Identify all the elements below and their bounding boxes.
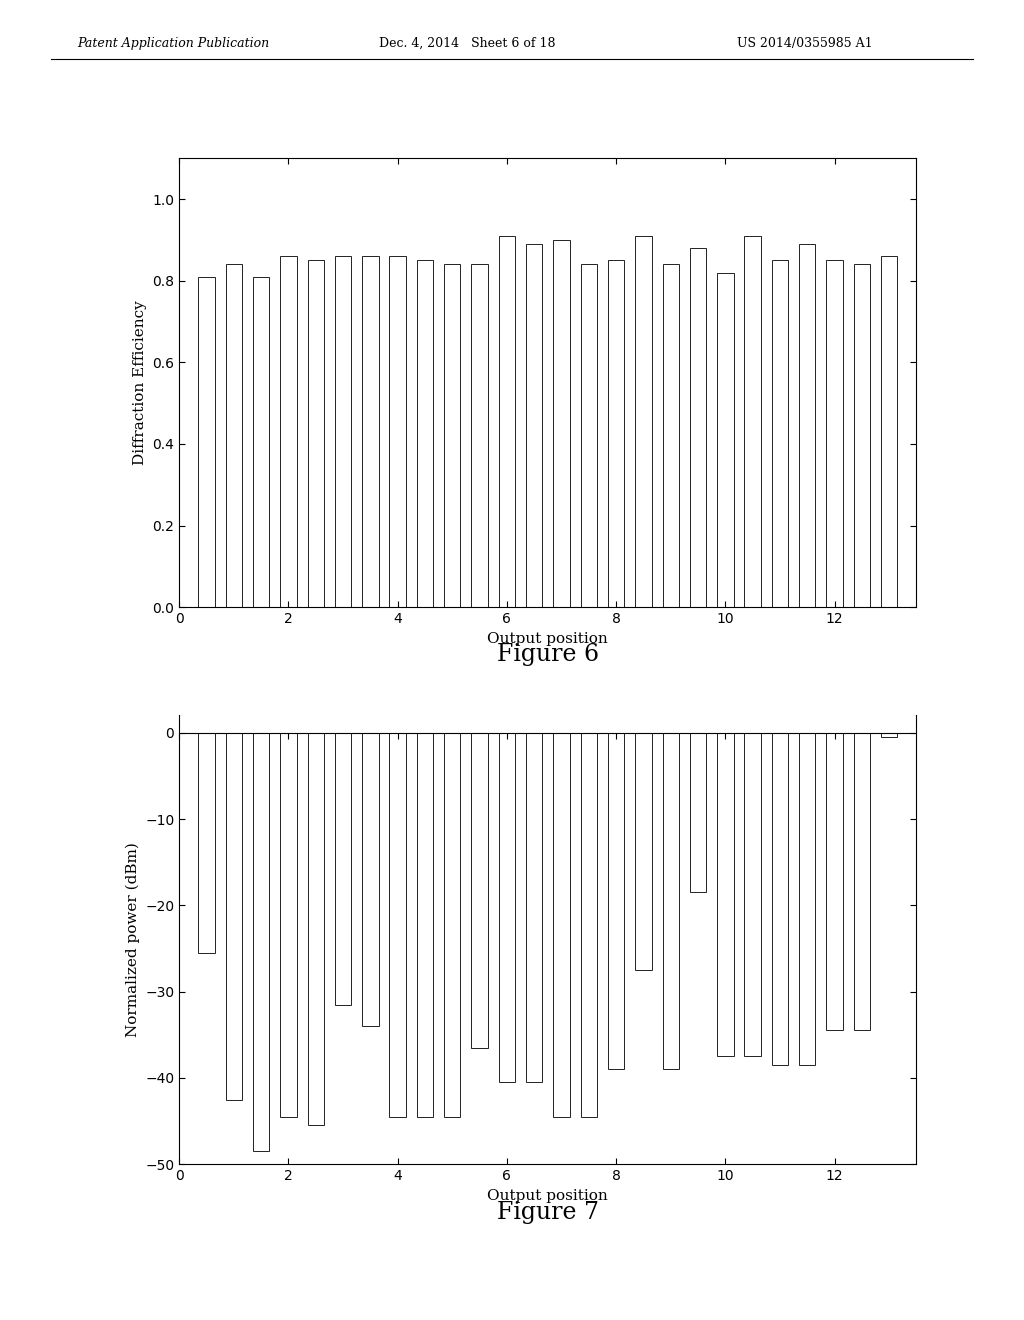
Bar [690, 733, 707, 892]
Text: Figure 6: Figure 6 [497, 643, 599, 665]
Bar [281, 256, 297, 607]
Bar [663, 733, 679, 1069]
Text: Dec. 4, 2014   Sheet 6 of 18: Dec. 4, 2014 Sheet 6 of 18 [379, 37, 555, 50]
Bar [772, 260, 788, 607]
Bar [608, 733, 625, 1069]
Bar [635, 236, 651, 607]
Bar [799, 244, 815, 607]
Bar [417, 260, 433, 607]
Bar [799, 733, 815, 1065]
Bar [307, 260, 324, 607]
Bar [881, 733, 897, 737]
Bar [526, 244, 543, 607]
Bar [526, 733, 543, 1082]
Bar [253, 733, 269, 1151]
Bar [553, 240, 569, 607]
Bar [854, 264, 870, 607]
Text: US 2014/0355985 A1: US 2014/0355985 A1 [737, 37, 872, 50]
Bar [335, 733, 351, 1005]
Bar [471, 733, 487, 1048]
Bar [581, 733, 597, 1117]
Bar [335, 256, 351, 607]
Bar [417, 733, 433, 1117]
Bar [826, 733, 843, 1031]
Text: Patent Application Publication: Patent Application Publication [77, 37, 269, 50]
Bar [225, 733, 242, 1100]
Bar [362, 733, 379, 1026]
Bar [499, 733, 515, 1082]
Bar [253, 277, 269, 607]
Bar [854, 733, 870, 1031]
X-axis label: Output position: Output position [487, 631, 608, 645]
Y-axis label: Diffraction Efficiency: Diffraction Efficiency [133, 301, 146, 465]
Bar [281, 733, 297, 1117]
Bar [744, 236, 761, 607]
Bar [635, 733, 651, 970]
Bar [581, 264, 597, 607]
Bar [744, 733, 761, 1056]
X-axis label: Output position: Output position [487, 1188, 608, 1203]
Bar [717, 733, 733, 1056]
Bar [881, 256, 897, 607]
Bar [499, 236, 515, 607]
Bar [199, 277, 215, 607]
Bar [389, 256, 406, 607]
Bar [772, 733, 788, 1065]
Bar [608, 260, 625, 607]
Bar [690, 248, 707, 607]
Bar [444, 264, 461, 607]
Bar [826, 260, 843, 607]
Text: Figure 7: Figure 7 [497, 1201, 599, 1224]
Bar [225, 264, 242, 607]
Bar [471, 264, 487, 607]
Bar [199, 733, 215, 953]
Bar [717, 273, 733, 607]
Bar [444, 733, 461, 1117]
Bar [663, 264, 679, 607]
Bar [389, 733, 406, 1117]
Bar [362, 256, 379, 607]
Bar [553, 733, 569, 1117]
Y-axis label: Normalized power (dBm): Normalized power (dBm) [125, 842, 139, 1038]
Bar [307, 733, 324, 1126]
